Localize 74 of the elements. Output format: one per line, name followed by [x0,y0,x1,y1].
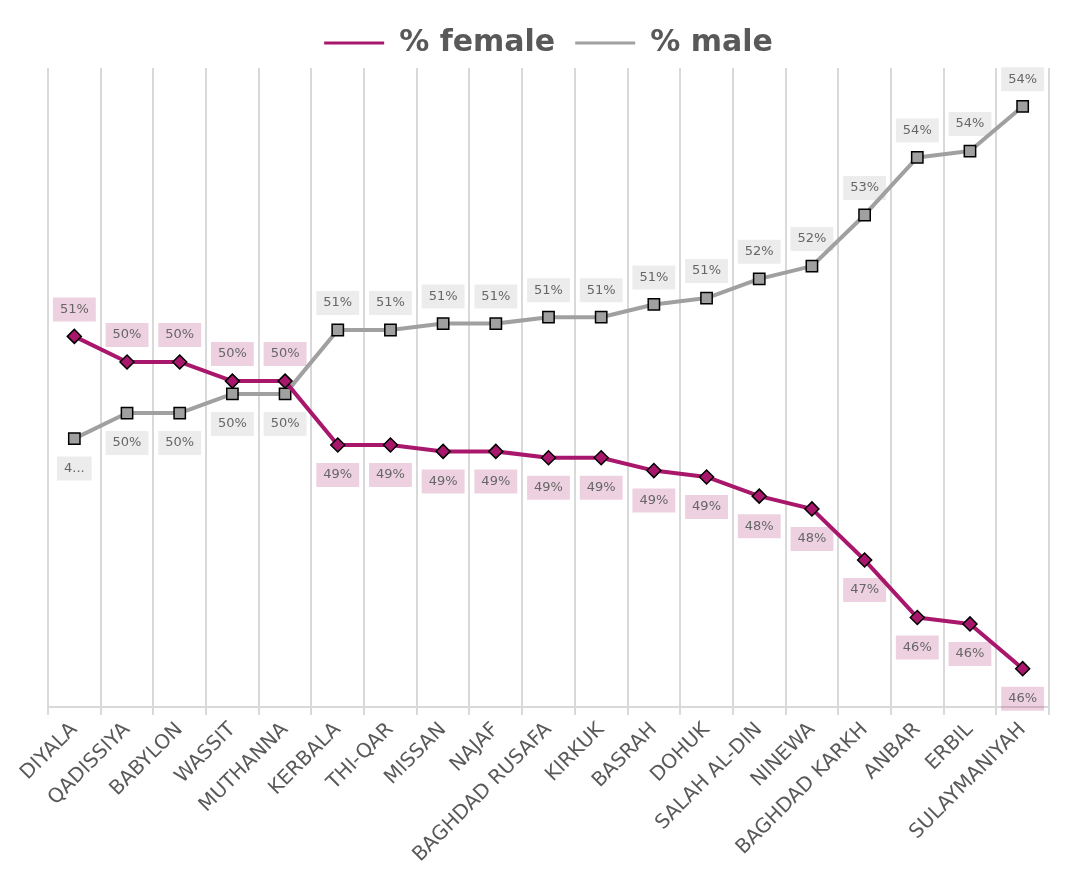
point [435,443,451,460]
data-label: 50% [165,326,195,342]
data-label: 52% [797,230,827,246]
data-label: 50% [217,345,247,361]
data-label: 51% [534,281,563,297]
point [384,323,397,337]
point [489,317,503,331]
point [1016,99,1030,113]
point [909,609,926,626]
data-label: 49% [586,479,616,495]
point [856,552,873,568]
point [751,488,767,504]
point [646,462,662,479]
data-label: 46% [955,645,985,661]
data-label: 50% [217,415,247,431]
point [542,310,555,324]
data-label: 54% [1008,70,1038,86]
point [331,323,345,337]
data-label: 49% [692,498,722,514]
point [119,354,135,370]
point [67,432,81,446]
data-label: 51% [59,300,89,316]
point [277,373,293,389]
data-label: 51% [586,281,616,297]
point [330,437,346,453]
data-label: 49% [428,472,458,488]
point [225,387,239,401]
data-label: 47% [850,581,880,597]
point [962,616,978,632]
data-label: 49% [534,479,563,495]
data-label: 50% [165,434,195,450]
data-label: 48% [797,530,827,546]
point [647,298,661,311]
point [488,443,504,460]
point [752,272,766,286]
data-label: 50% [112,326,142,342]
point [171,354,188,370]
data-label: 51% [375,294,405,310]
point [804,501,820,517]
point [910,151,924,164]
data-label: 50% [270,415,300,431]
point [594,310,608,324]
point [858,208,872,222]
data-label: 51% [481,287,511,303]
data-label: 52% [744,243,774,259]
data-label: 4... [64,460,85,475]
legend-label: % male [650,22,773,58]
data-label: 46% [902,638,932,654]
data-label: 46% [1008,690,1038,706]
data-label: 51% [323,294,353,310]
data-label: 53% [850,179,880,195]
point [224,373,241,389]
data-label: 51% [692,262,722,278]
data-label: 48% [744,517,774,533]
data-label: 49% [375,466,405,482]
legend-label: % female [399,22,556,58]
point [698,469,715,485]
data-label: 51% [639,268,669,284]
point [436,317,450,331]
point [382,437,399,453]
point [593,450,609,466]
data-label: 49% [481,472,511,488]
data-label: 50% [112,434,142,450]
point [540,450,557,466]
data-label: 50% [270,345,300,361]
point [173,406,187,420]
point [1014,660,1031,677]
data-label: 54% [955,115,985,131]
data-label: 49% [323,466,353,482]
point [66,328,83,345]
data-label: 54% [902,121,932,137]
data-label: 51% [428,287,458,303]
point [700,291,713,305]
data-label: 49% [639,491,669,507]
